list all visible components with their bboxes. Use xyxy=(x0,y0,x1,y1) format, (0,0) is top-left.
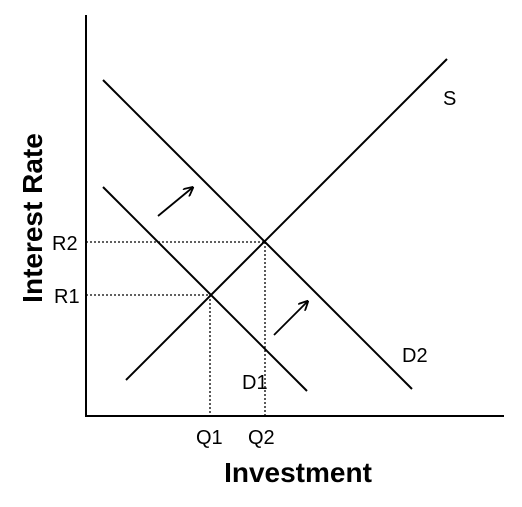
demand-d2-label: D2 xyxy=(402,345,428,367)
q2-label: Q2 xyxy=(248,427,275,449)
x-axis-title: Investment xyxy=(224,457,372,488)
supply-curve xyxy=(125,58,448,381)
demand-curve-d1 xyxy=(102,186,308,392)
r2-label: R2 xyxy=(52,233,78,255)
demand-d1-label: D1 xyxy=(242,372,268,394)
r1-label: R1 xyxy=(54,286,80,308)
y-axis-title: Interest Rate xyxy=(17,133,48,303)
supply-label: S xyxy=(443,88,456,110)
demand-curve-d2 xyxy=(102,79,413,390)
demand-increase-arrow xyxy=(273,302,307,336)
q1-label: Q1 xyxy=(196,427,223,449)
demand-increase-arrow xyxy=(157,188,192,217)
